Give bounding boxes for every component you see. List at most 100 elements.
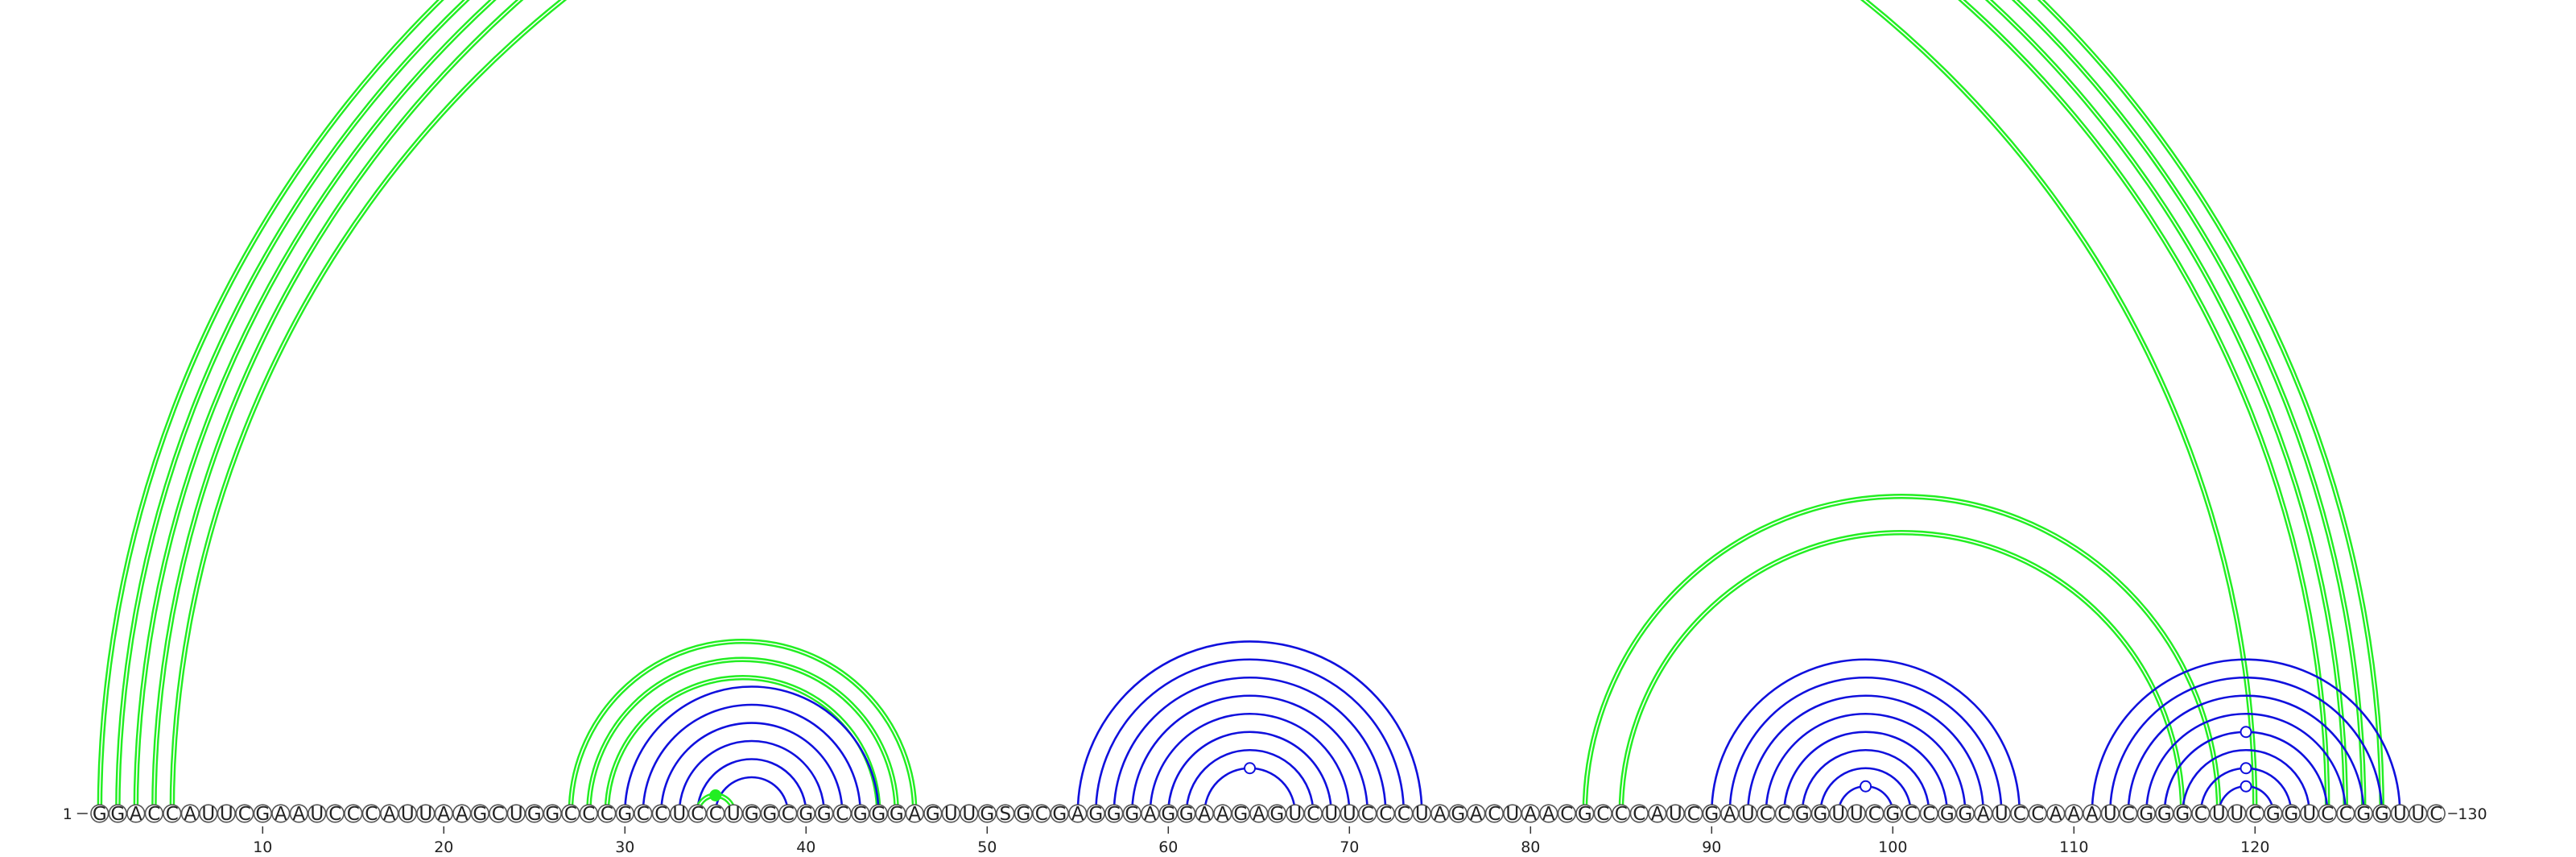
nucleotide-1: G [90, 804, 109, 825]
nucleotide-letter: C [328, 804, 341, 825]
nucleotide-letter: A [1144, 804, 1157, 825]
nucleotide-90: G [1702, 804, 1721, 825]
nucleotide-67: U [1286, 804, 1305, 825]
nucleotide-100: G [1883, 804, 1902, 825]
nucleotide-letter: C [601, 804, 613, 825]
nucleotide-letter: C [147, 804, 160, 825]
arc-hairpin-111-128-blue-3 [2127, 694, 2365, 814]
nucleotide-circle [851, 804, 870, 823]
arc-outer-pseudoknot-helix-a-2-gap [117, 0, 2365, 814]
nucleotide-circle [887, 804, 906, 823]
nucleotide-126: G [2354, 804, 2373, 825]
nucleotide-circle [1829, 804, 1848, 823]
nucleotide-74: U [1412, 804, 1431, 825]
nucleotide-circle [1847, 804, 1866, 823]
nucleotide-circle [2191, 804, 2211, 823]
nucleotide-letter: A [292, 804, 305, 825]
nucleotide-95: G [1793, 804, 1812, 825]
nucleotide-letter: A [437, 804, 450, 825]
nucleotide-circle [1141, 804, 1160, 823]
nucleotide-57: G [1104, 804, 1124, 825]
nucleotide-30: G [615, 804, 634, 825]
nucleotide-27: C [561, 804, 580, 825]
nucleotide-62: A [1195, 804, 1214, 825]
nucleotide-23: C [489, 804, 508, 825]
nucleotide-circle [996, 804, 1015, 823]
arc-hairpin-30-44-blue-4 [678, 739, 826, 814]
nucleotide-53: C [1032, 804, 1051, 825]
nucleotide-54: G [1050, 804, 1069, 825]
nucleotide-letter: G [1016, 804, 1030, 825]
nucleotide-circle [579, 804, 598, 823]
nucleotide-86: C [1629, 804, 1649, 825]
nucleotide-circle [1303, 804, 1323, 823]
nucleotide-circle [1013, 804, 1033, 823]
nucleotide-26: G [543, 804, 562, 825]
nucleotide-49: U [960, 804, 979, 825]
nucleotide-letter: C [1560, 804, 1573, 825]
nucleotide-circle [1648, 804, 1667, 823]
nucleotide-circle [1720, 804, 1740, 823]
nucleotide-10: G [253, 804, 272, 825]
nucleotide-circle [561, 804, 580, 823]
nucleotide-39: C [778, 804, 798, 825]
arc-hairpin-55-74-blue-1 [1076, 640, 1423, 814]
nucleotide-2: G [108, 804, 127, 825]
nucleotide-letter: G [2284, 804, 2298, 825]
nucleotide-114: G [2136, 804, 2156, 825]
nucleotide-letter: U [419, 804, 432, 825]
nucleotide-letter: U [510, 804, 523, 825]
nucleotide-93: C [1757, 804, 1776, 825]
nucleotide-circle [1376, 804, 1395, 823]
nucleotide-122: G [2281, 804, 2301, 825]
nucleotide-4: C [144, 804, 163, 825]
arc-outer-pseudoknot-helix-a-3-gap [135, 0, 2347, 814]
arc-outer-pseudoknot-helix-a-3 [133, 0, 2349, 814]
nucleotide-letter: A [383, 804, 396, 825]
nucleotide-45: G [887, 804, 906, 825]
nucleotide-128: U [2390, 804, 2409, 825]
nucleotide-37: G [742, 804, 762, 825]
nucleotide-letter: G [1704, 804, 1719, 825]
nucleotide-circle [1503, 804, 1522, 823]
nucleotide-105: A [1974, 804, 1993, 825]
nucleotide-70: U [1340, 804, 1359, 825]
nucleotide-92: U [1738, 804, 1757, 825]
nucleotide-letter: U [201, 804, 215, 825]
nucleotide-circle [724, 804, 743, 823]
nucleotide-circle [2064, 804, 2083, 823]
arc-outer-pseudoknot-helix-a-4 [151, 0, 2330, 814]
nucleotide-48: U [941, 804, 960, 825]
nucleotide-circle [2318, 804, 2337, 823]
arc-hairpin-90-107-blue-5 [1783, 731, 1949, 814]
nucleotide-102: C [1919, 804, 1938, 825]
nucleotide-115: G [2155, 804, 2174, 825]
nucleotide-letter: C [1397, 804, 1410, 825]
nucleotide-letter: C [1687, 804, 1700, 825]
nucleotide-circle [1412, 804, 1431, 823]
nucleotide-circle [1575, 804, 1595, 823]
nucleotide-circle [235, 804, 254, 823]
nucleotide-letter: G [1161, 804, 1175, 825]
nucleotide-circle [2409, 804, 2428, 823]
nucleotide-letter: G [2157, 804, 2172, 825]
nucleotide-letter: C [1633, 804, 1645, 825]
end-position-label: 130 [2458, 805, 2487, 823]
nucleotide-3: A [126, 804, 146, 825]
nucleotide-104: G [1955, 804, 1975, 825]
nucleotide-65: A [1249, 804, 1269, 825]
arc-pseudoknot-83-118-2-gap [1620, 532, 2184, 814]
nucleotide-circle [832, 804, 852, 823]
arc-outer-pseudoknot-helix-a-2 [115, 0, 2367, 814]
nucleotide-letter: G [745, 804, 759, 825]
nucleotide-letter: C [2122, 804, 2135, 825]
nucleotide-circle [869, 804, 888, 823]
nucleotide-letter: A [456, 804, 469, 825]
arc-hairpin-111-128-blue-6 [2182, 748, 2311, 814]
nucleotide-29: C [597, 804, 617, 825]
nucleotide-60: G [1158, 804, 1178, 825]
nucleotide-circle [1684, 804, 1703, 823]
nucleotide-letter: A [1434, 804, 1447, 825]
nucleotide-letter: S [999, 804, 1011, 825]
tick-label-30: 30 [615, 838, 634, 856]
